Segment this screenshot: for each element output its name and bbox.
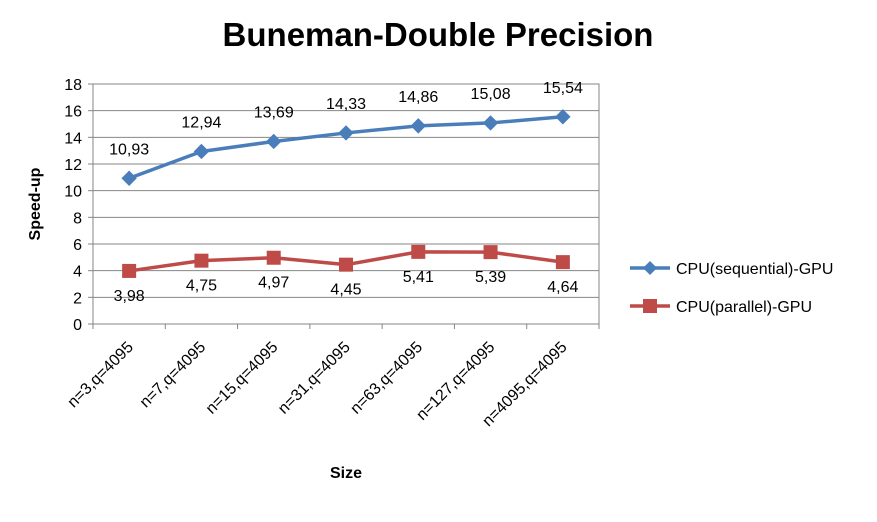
data-label: 3,98 xyxy=(114,288,145,305)
data-label: 13,69 xyxy=(254,104,294,121)
data-label: 12,94 xyxy=(181,114,221,131)
data-point-marker xyxy=(339,257,353,272)
x-tick-label: n=7,q=4095 xyxy=(137,339,209,411)
chart-title: Buneman-Double Precision xyxy=(223,16,654,53)
data-labels: 10,93 12,94 13,69 14,33 14,86 15,08 15,54 3,98 4… xyxy=(109,80,583,305)
y-tick-label: 8 xyxy=(73,210,82,227)
data-point-marker xyxy=(555,255,570,270)
series-group xyxy=(121,109,571,278)
plot-area-border xyxy=(92,83,600,325)
data-label: 4,75 xyxy=(186,278,217,295)
x-tick-label: n=63,q=4095 xyxy=(347,339,426,418)
x-tick-label: n=3,q=4095 xyxy=(65,339,137,411)
y-tick-label: 18 xyxy=(64,77,82,94)
y-tick-label: 16 xyxy=(64,104,82,121)
x-tick-label: n=31,q=4095 xyxy=(275,339,354,418)
data-point-marker xyxy=(482,115,499,131)
y-axis-title: Speed-up xyxy=(27,167,44,240)
data-label: 15,54 xyxy=(543,80,583,97)
x-axis-ticks: n=3,q=4095 n=7,q=4095n=15,q=4095n=31,q=40… xyxy=(65,324,600,430)
data-label: 14,86 xyxy=(398,89,438,106)
legend-marker xyxy=(643,261,657,275)
data-label: 15,08 xyxy=(471,86,511,103)
data-point-marker xyxy=(483,245,498,260)
data-label: 10,93 xyxy=(109,141,149,158)
x-tick-label: n=15,q=4095 xyxy=(203,339,282,418)
data-point-marker xyxy=(193,143,210,160)
legend-label: CPU(sequential)-GPU xyxy=(676,261,833,278)
y-axis-ticks: 0 2 4 6 8 10 12 14 16 18 xyxy=(64,77,93,334)
data-point-marker xyxy=(411,244,426,259)
y-tick-label: 10 xyxy=(64,184,82,201)
legend-label: CPU(parallel)-GPU xyxy=(676,299,812,316)
data-point-marker xyxy=(410,118,426,134)
data-label: 5,39 xyxy=(475,269,506,286)
y-tick-label: 4 xyxy=(73,264,82,281)
axes xyxy=(92,83,600,325)
data-point-marker xyxy=(122,263,137,278)
data-label: 4,97 xyxy=(258,275,289,292)
legend: CPU(sequential)-GPU CPU(parallel)-GPU xyxy=(630,261,833,316)
data-label: 14,33 xyxy=(326,96,366,113)
data-point-marker xyxy=(121,170,137,186)
legend-marker xyxy=(643,299,657,313)
data-label: 4,64 xyxy=(547,279,578,296)
data-point-marker xyxy=(338,125,354,141)
y-tick-label: 12 xyxy=(64,157,82,174)
data-label: 5,41 xyxy=(403,269,434,286)
y-tick-label: 14 xyxy=(64,130,82,147)
data-point-marker xyxy=(194,253,209,268)
data-point-marker xyxy=(266,133,282,150)
y-tick-label: 6 xyxy=(73,237,82,254)
y-tick-label: 0 xyxy=(73,317,82,334)
y-tick-label: 2 xyxy=(73,290,82,307)
data-point-marker xyxy=(555,109,571,125)
data-point-marker xyxy=(266,250,281,265)
data-label: 4,45 xyxy=(330,282,361,299)
x-axis-title: Size xyxy=(330,465,362,482)
